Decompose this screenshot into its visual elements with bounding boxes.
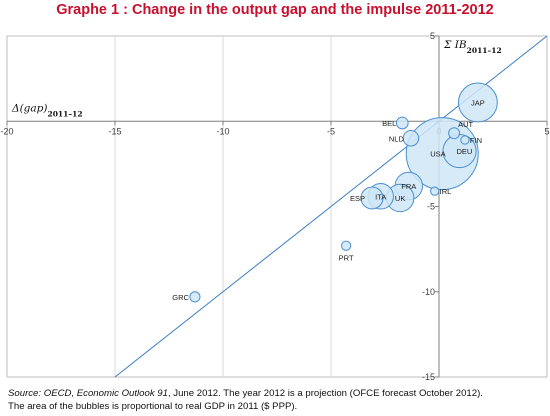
x-tick-label: -10	[216, 126, 229, 136]
y-tick-label: -15	[422, 372, 435, 382]
source-note: Source: OECD, Economic Outlook 91, June …	[8, 387, 548, 413]
label-jap: JAP	[471, 98, 485, 107]
label-nld: NLD	[389, 134, 405, 143]
x-axis-title: Δ(gap)2011–12	[11, 102, 83, 118]
label-prt: PRT	[339, 254, 354, 263]
label-fin: FIN	[470, 136, 482, 145]
bubble-grc	[189, 291, 201, 303]
label-usa: USA	[430, 150, 445, 159]
label-uk: UK	[395, 194, 405, 203]
bubble-nld	[402, 130, 420, 147]
y-axis-title: Σ IB2011–12	[443, 39, 502, 55]
chart-title: Graphe 1 : Change in the output gap and …	[56, 2, 494, 18]
source-line-1: Source: OECD, Economic Outlook 91, June …	[8, 387, 548, 400]
x-tick-label: 5	[544, 126, 549, 136]
bubble-chart: -20-15-10-505-15-10-55 JAPBELAUTNLDFINUS…	[0, 31, 549, 382]
label-bel: BEL	[382, 119, 396, 128]
y-tick-label: -5	[427, 202, 435, 212]
bubble-jap	[457, 82, 498, 123]
bubble-fin	[460, 135, 470, 145]
bubble-irl	[430, 186, 440, 196]
label-grc: GRC	[172, 293, 189, 302]
axis-titles: Δ(gap)2011–12 Σ IB2011–12	[11, 39, 502, 118]
source-rest: , June 2012. The year 2012 is a projecti…	[167, 388, 483, 399]
label-esp: ESP	[350, 194, 365, 203]
gridlines	[114, 36, 332, 377]
plot-area	[6, 35, 548, 378]
x-tick-label: -20	[0, 126, 13, 136]
bubble-aut	[448, 127, 461, 140]
bubble-prt	[340, 240, 352, 251]
y-tick-label: 5	[430, 31, 435, 41]
source-lead: Source: OECD, Economic Outlook 91	[8, 388, 168, 399]
x-tick-label: -15	[108, 126, 121, 136]
label-deu: DEU	[457, 147, 473, 156]
bubble-bel	[395, 116, 409, 130]
label-aut: AUT	[458, 120, 473, 129]
label-fra: FRA	[401, 182, 416, 191]
bubbles	[189, 82, 498, 303]
source-line-2: The area of the bubbles is proportional …	[8, 401, 298, 412]
label-ita: ITA	[375, 192, 386, 201]
bubble-esp	[360, 186, 384, 210]
bubble-labels: JAP BEL AUT NLD FIN USA DEU FRA IRL ESP ITA UK PRT GR…	[172, 98, 485, 301]
label-irl: IRL	[440, 187, 452, 196]
y-tick-label: -10	[422, 287, 435, 297]
tick-labels: -20-15-10-505-15-10-55	[0, 31, 549, 382]
x-tick-label: -5	[327, 126, 335, 136]
